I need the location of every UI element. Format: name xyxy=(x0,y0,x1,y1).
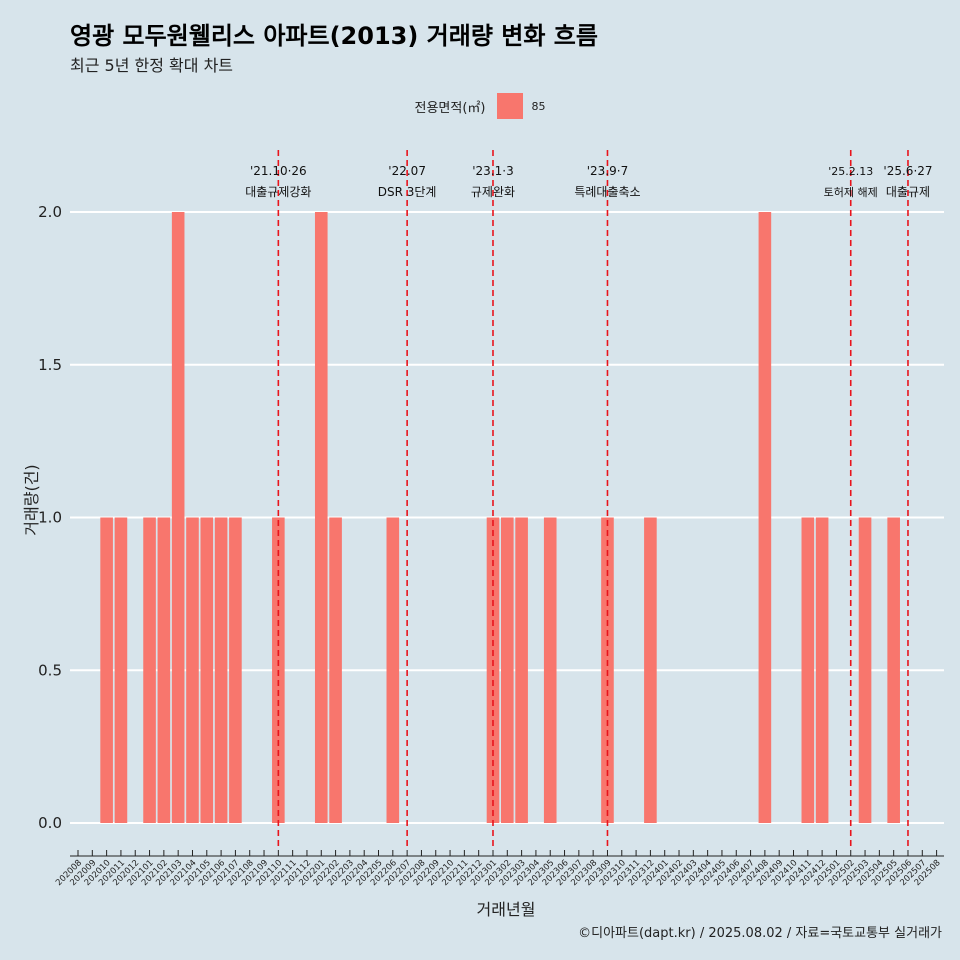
event-text-label: DSR 3단계 xyxy=(378,185,437,199)
bar xyxy=(501,517,514,823)
bar xyxy=(801,517,815,823)
event-text-label: 특례대출축소 xyxy=(574,185,640,199)
chart-subtitle: 최근 5년 한정 확대 차트 xyxy=(70,56,234,75)
y-tick-label: 0.5 xyxy=(38,661,62,679)
bar xyxy=(186,517,199,823)
bar xyxy=(515,517,528,823)
event-date-label: '25.6·27 xyxy=(883,164,932,178)
bar xyxy=(386,517,400,823)
legend-title: 전용면적(㎡) xyxy=(414,100,486,116)
bar xyxy=(229,517,242,823)
event-date-label: '22.07 xyxy=(388,164,426,178)
y-tick-label: 1.5 xyxy=(38,356,62,374)
y-tick-label: 1.0 xyxy=(38,509,62,527)
bar xyxy=(644,517,657,823)
caption: ©디아파트(dapt.kr) / 2025.08.02 / 자료=국토교통부 실… xyxy=(578,926,942,941)
bar xyxy=(758,212,772,823)
bar xyxy=(543,517,557,823)
bar xyxy=(887,517,900,823)
chart-title: 영광 모두원웰리스 아파트(2013) 거래량 변화 흐름 xyxy=(70,22,598,50)
bar xyxy=(200,517,214,823)
bar xyxy=(329,517,342,823)
legend-label: 85 xyxy=(531,99,546,113)
event-date-label: '21.10·26 xyxy=(250,164,307,178)
bar xyxy=(171,212,185,823)
event-text-label: 규제완화 xyxy=(471,185,515,199)
event-text-label: 대출규제 xyxy=(886,185,930,199)
bar xyxy=(815,517,829,823)
bar xyxy=(214,517,228,823)
bar xyxy=(157,517,171,823)
x-axis-title: 거래년월 xyxy=(476,900,536,919)
event-date-label: '23.9·7 xyxy=(587,164,628,178)
y-tick-label: 2.0 xyxy=(38,203,62,221)
event-text-label: 토허제 해제 xyxy=(824,185,878,199)
bar xyxy=(114,517,128,823)
bar xyxy=(314,212,328,823)
y-tick-label: 0.0 xyxy=(38,814,62,832)
y-axis-title: 거래량(건) xyxy=(22,464,41,536)
bar xyxy=(100,517,113,823)
event-date-label: '23.1·3 xyxy=(472,164,513,178)
event-date-label: '25.2.13 xyxy=(828,165,873,178)
bar xyxy=(143,517,156,823)
legend: 전용면적(㎡) 85 xyxy=(0,93,960,119)
legend-swatch xyxy=(497,93,524,119)
bar xyxy=(858,517,872,823)
event-text-label: 대출규제강화 xyxy=(245,185,311,199)
